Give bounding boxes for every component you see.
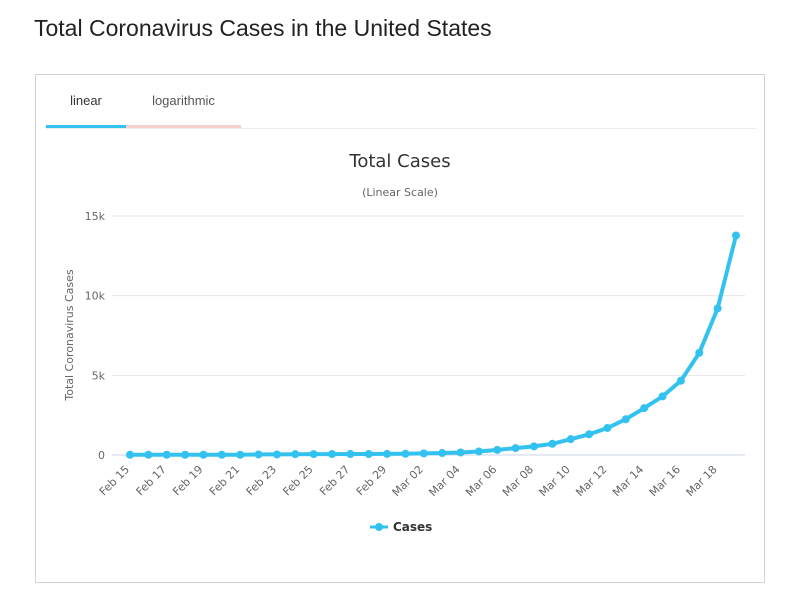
- data-point[interactable]: [272, 450, 281, 459]
- y-tick-label: 5k: [92, 369, 106, 382]
- data-point[interactable]: [364, 450, 373, 459]
- x-tick-label: Feb 29: [354, 463, 389, 498]
- tab-logarithmic[interactable]: logarithmic: [126, 75, 241, 128]
- y-tick-label: 10k: [85, 290, 106, 303]
- chart-subtitle: (Linear Scale): [362, 186, 438, 199]
- x-tick-label: Mar 12: [573, 463, 609, 499]
- data-point[interactable]: [585, 430, 594, 439]
- x-tick-label: Mar 16: [647, 463, 683, 499]
- series-line: [128, 233, 738, 457]
- x-tick-label: Feb 15: [97, 463, 132, 498]
- data-point[interactable]: [126, 450, 134, 459]
- x-tick-label: Feb 21: [207, 463, 242, 498]
- page-title: Total Coronavirus Cases in the United St…: [34, 15, 492, 41]
- data-point[interactable]: [640, 404, 649, 413]
- x-tick-label: Mar 08: [500, 463, 536, 499]
- data-point[interactable]: [328, 450, 336, 459]
- x-tick-label: Feb 27: [317, 463, 352, 498]
- data-point[interactable]: [236, 450, 245, 459]
- data-point[interactable]: [530, 442, 538, 451]
- data-point[interactable]: [419, 449, 428, 458]
- y-tick-label: 0: [98, 449, 105, 462]
- grid-lines: [112, 215, 745, 456]
- data-point[interactable]: [695, 348, 704, 357]
- x-tick-label: Feb 19: [170, 463, 205, 498]
- y-tick-labels: 0 5k 10k 15k: [85, 210, 106, 462]
- y-axis-label: Total Coronavirus Cases: [63, 269, 76, 402]
- chart-panel: linear logarithmic: [35, 74, 765, 583]
- chart-title: Total Cases: [348, 151, 450, 172]
- tab-linear[interactable]: linear: [46, 75, 126, 128]
- data-point[interactable]: [493, 445, 502, 454]
- legend-marker: [375, 523, 383, 531]
- data-point[interactable]: [438, 449, 447, 458]
- x-tick-label: Mar 10: [537, 463, 573, 499]
- data-point[interactable]: [181, 450, 190, 459]
- data-point[interactable]: [346, 450, 355, 459]
- legend[interactable]: Cases: [370, 520, 432, 534]
- x-tick-label: Feb 17: [134, 463, 169, 498]
- data-point[interactable]: [548, 439, 557, 448]
- data-point[interactable]: [383, 449, 392, 458]
- data-point[interactable]: [456, 448, 465, 457]
- x-tick-label: Mar 06: [463, 463, 499, 499]
- y-tick-label: 15k: [85, 210, 106, 223]
- data-point[interactable]: [566, 435, 575, 444]
- data-point[interactable]: [199, 450, 208, 459]
- x-tick-label: Mar 14: [610, 463, 646, 499]
- data-point[interactable]: [144, 450, 153, 459]
- data-point[interactable]: [621, 415, 630, 424]
- x-tick-label: Feb 23: [244, 463, 279, 498]
- x-tick-label: Feb 25: [280, 463, 315, 498]
- x-tick-label: Mar 18: [684, 463, 720, 499]
- x-tick-label: Mar 02: [390, 463, 426, 499]
- data-point[interactable]: [254, 450, 263, 459]
- scale-tabs: linear logarithmic: [46, 75, 756, 129]
- data-point[interactable]: [732, 231, 740, 240]
- x-tick-label: Mar 04: [426, 463, 462, 499]
- data-point[interactable]: [401, 449, 410, 458]
- data-point[interactable]: [713, 304, 722, 313]
- data-point[interactable]: [291, 450, 300, 459]
- data-point[interactable]: [309, 450, 318, 459]
- data-point[interactable]: [474, 447, 483, 456]
- data-point[interactable]: [676, 376, 685, 385]
- data-point[interactable]: [658, 392, 667, 401]
- data-point[interactable]: [603, 423, 612, 432]
- data-point[interactable]: [511, 444, 520, 453]
- series-cases: [126, 231, 740, 459]
- data-point[interactable]: [162, 450, 171, 459]
- data-point[interactable]: [217, 450, 226, 459]
- x-tick-labels: Feb 15 Feb 17 Feb 19 Feb 21 Feb 23 Feb 25 Feb …: [97, 463, 720, 499]
- legend-label: Cases: [393, 520, 432, 534]
